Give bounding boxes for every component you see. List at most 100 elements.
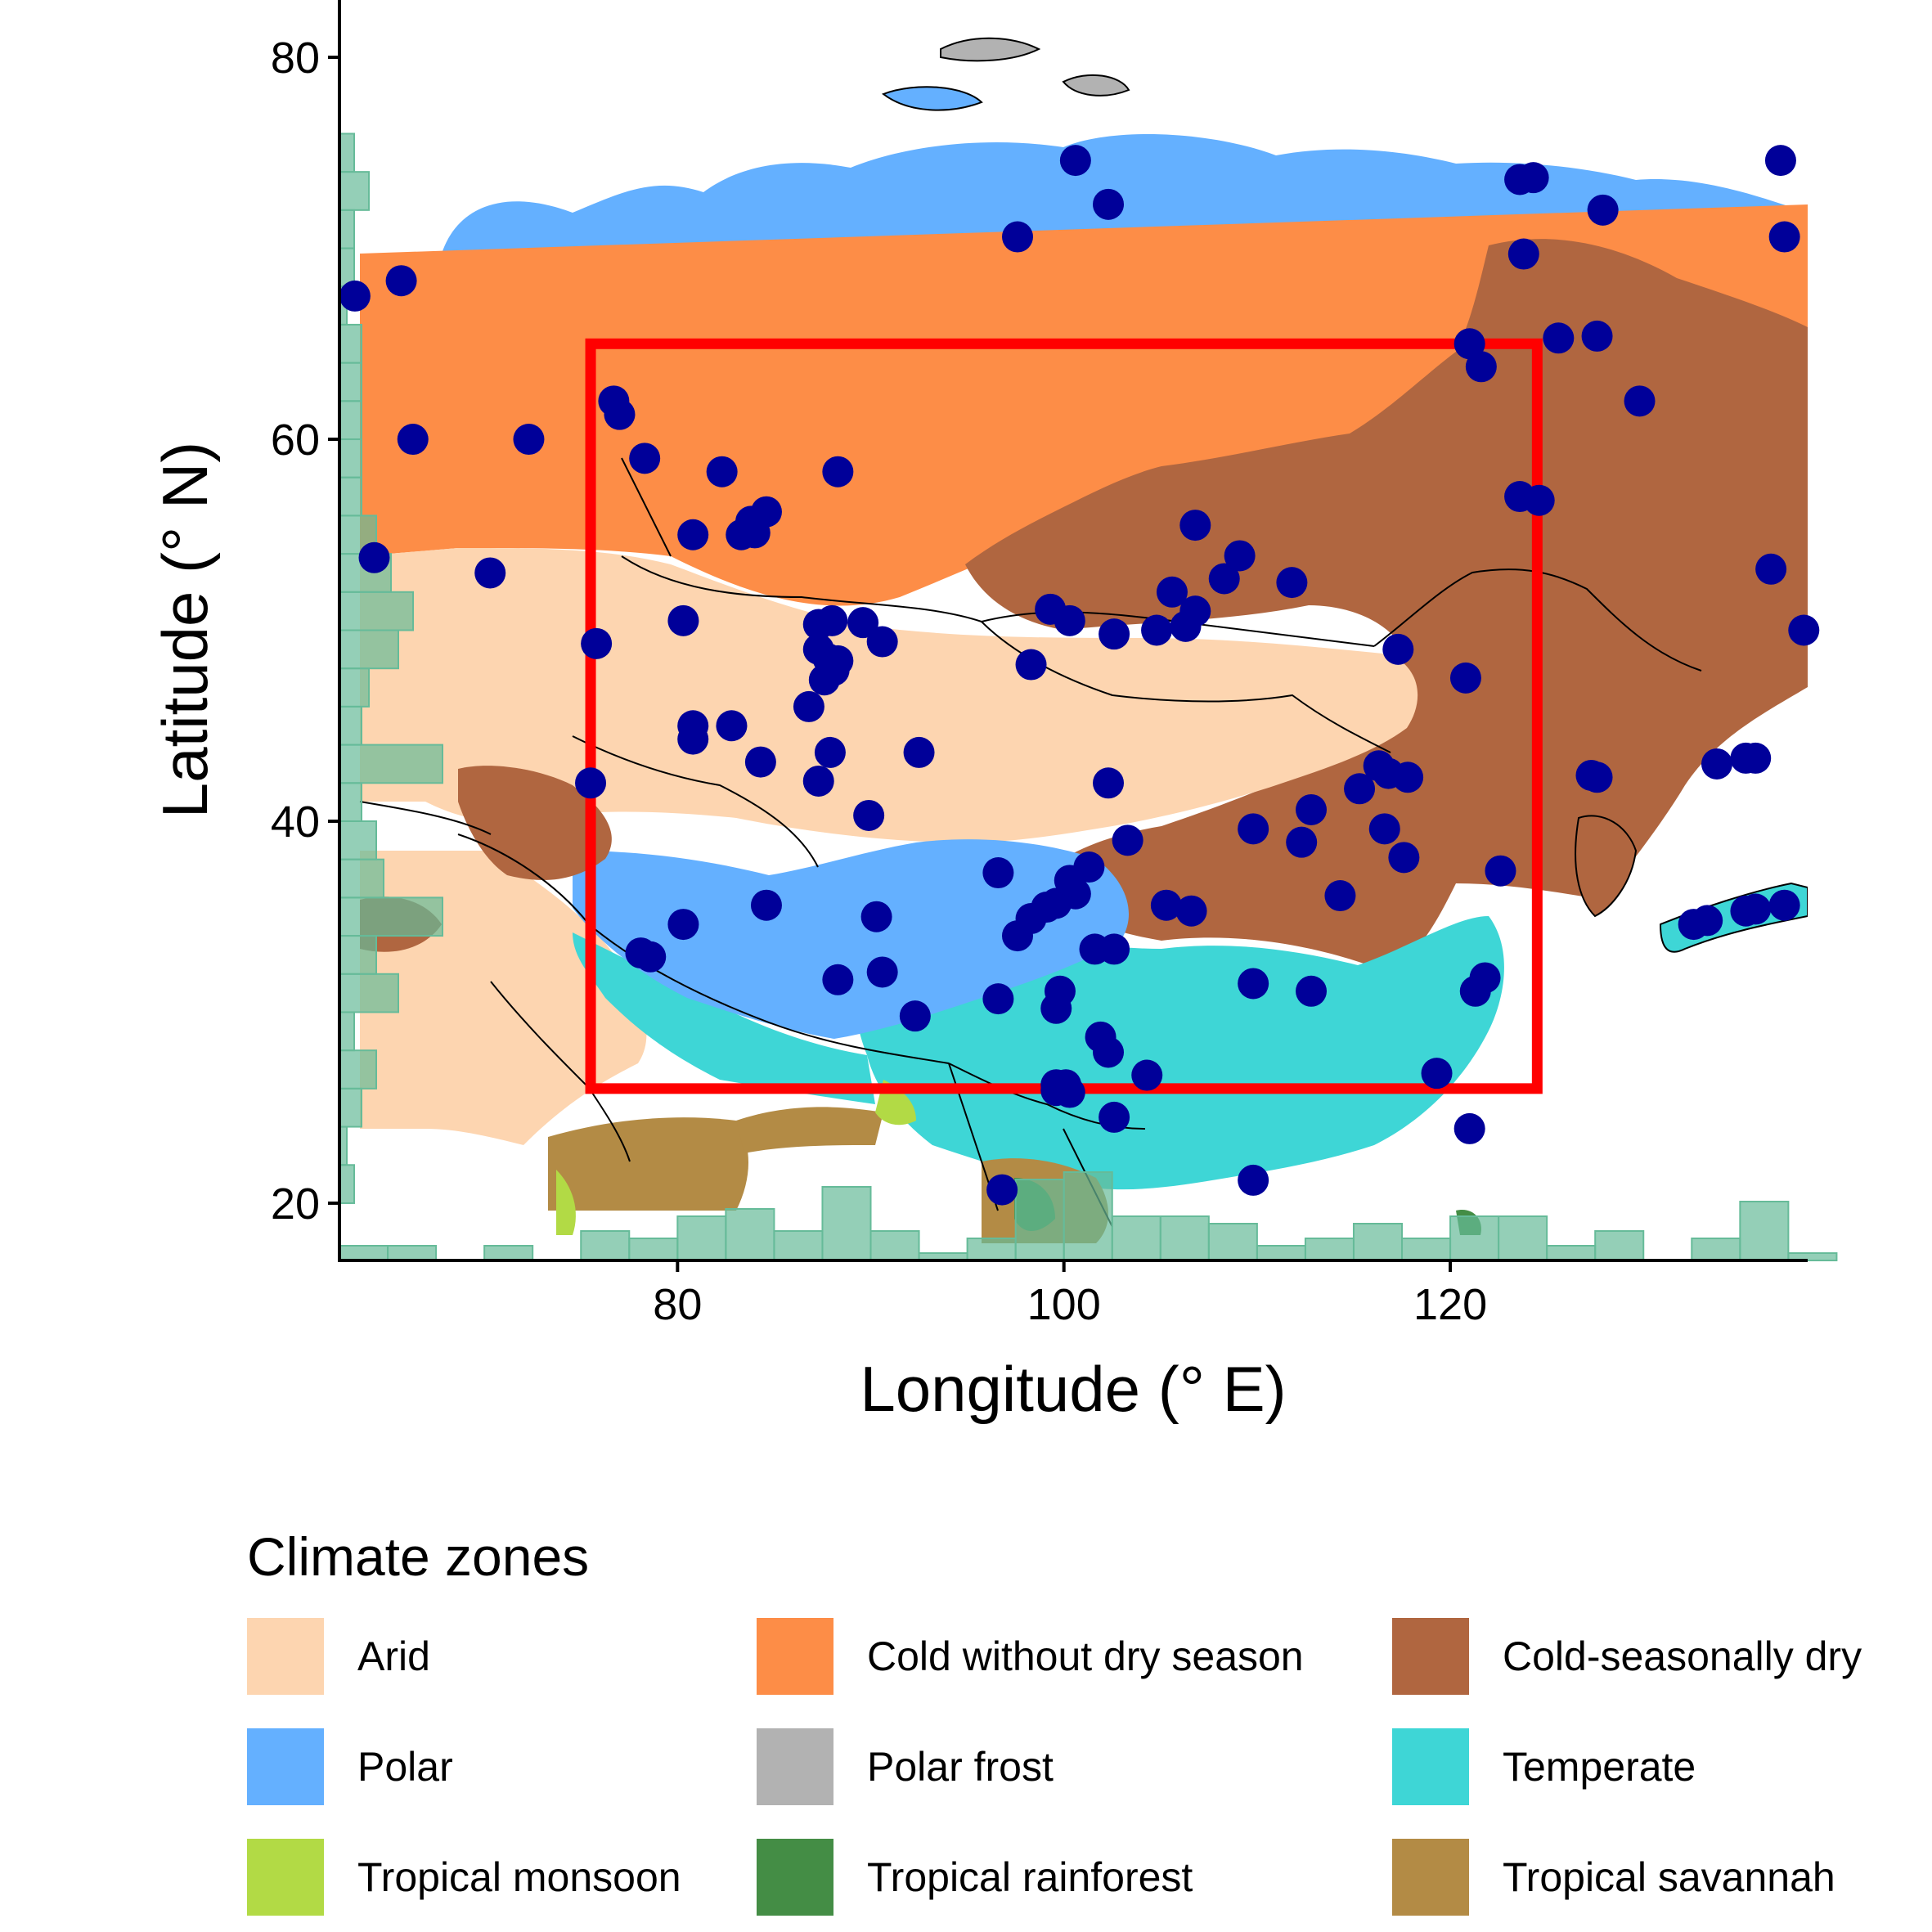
x-axis-title: Longitude (° E) [860, 1353, 1286, 1425]
site-point [1453, 1112, 1485, 1144]
site-point [1044, 975, 1076, 1007]
y-tick-label: 80 [271, 34, 320, 83]
site-point [1131, 1059, 1163, 1091]
latitude-histogram-bar [339, 973, 399, 1013]
longitude-histogram-bar [1739, 1201, 1790, 1261]
site-point [1238, 968, 1269, 1000]
legend-key-swatch [247, 1728, 324, 1805]
legend-key-swatch [247, 1618, 324, 1695]
site-point [667, 909, 699, 941]
zone-polar-island [881, 86, 983, 111]
latitude-histogram-bar [339, 744, 443, 784]
site-point [750, 889, 782, 921]
site-point [1015, 649, 1047, 681]
site-point [1179, 595, 1211, 627]
legend-key-swatch [757, 1839, 833, 1916]
site-point [1208, 563, 1240, 595]
site-point [1093, 1036, 1125, 1068]
site-point [581, 627, 613, 659]
site-point [816, 604, 848, 636]
site-point [986, 1174, 1018, 1206]
longitude-histogram-bar [1063, 1171, 1113, 1261]
site-point [1392, 762, 1424, 793]
longitude-histogram-bar [821, 1186, 872, 1261]
site-point [982, 857, 1014, 889]
y-tick-label: 40 [271, 798, 320, 847]
site-point [1344, 773, 1376, 805]
site-point [677, 723, 709, 755]
site-point [1755, 553, 1787, 585]
site-point [1587, 194, 1619, 226]
longitude-histogram-bar [1014, 1179, 1065, 1261]
site-point [818, 654, 850, 686]
site-point [1002, 221, 1034, 253]
latitude-histogram-bar [339, 935, 377, 975]
legend-key-swatch [247, 1839, 324, 1916]
site-point [1238, 1164, 1269, 1196]
site-point [1523, 484, 1555, 516]
site-point [814, 736, 846, 768]
site-point [793, 690, 824, 722]
latitude-histogram-bar [339, 1011, 355, 1052]
zone-cold-without-dry-season [360, 204, 1808, 606]
longitude-histogram-bar [1401, 1238, 1452, 1261]
legend-key-swatch [757, 1728, 833, 1805]
site-point [1740, 742, 1772, 774]
latitude-histogram-bar [339, 400, 362, 441]
site-point [866, 626, 898, 658]
legend-item-label: Arid [357, 1633, 430, 1679]
site-point [1150, 889, 1182, 921]
longitude-histogram-bar [483, 1245, 534, 1261]
zone-cold-dry-west [458, 766, 612, 880]
legend-item-label: Tropical monsoon [357, 1854, 681, 1900]
site-point [1054, 865, 1085, 896]
site-point [802, 765, 834, 797]
site-point [1368, 813, 1400, 845]
legend-item-label: Temperate [1503, 1744, 1696, 1790]
site-point [1543, 322, 1575, 354]
zone-arid-central [360, 548, 1418, 842]
latitude-histogram-bar [339, 476, 362, 517]
longitude-histogram-bar [1498, 1215, 1548, 1261]
site-point [1485, 855, 1516, 887]
site-point [982, 983, 1014, 1015]
site-point [1449, 662, 1481, 694]
x-tick-label: 100 [1027, 1280, 1101, 1329]
site-point [385, 265, 417, 297]
legend-key-swatch [1392, 1618, 1469, 1695]
site-point [1453, 328, 1485, 360]
site-point [1286, 826, 1318, 858]
site-point [1581, 762, 1613, 793]
longitude-histogram-bar [339, 1245, 389, 1261]
site-point [1175, 895, 1207, 927]
latitude-histogram-bar [339, 438, 362, 479]
site-point [1141, 614, 1173, 646]
latitude-histogram-bar [339, 1087, 362, 1128]
site-point [635, 941, 667, 973]
legend-title: Climate zones [247, 1526, 589, 1587]
zone-cold-dry-korea [1575, 815, 1638, 918]
longitude-histogram-bar [869, 1230, 920, 1261]
site-point [397, 424, 429, 456]
site-point [1324, 880, 1356, 912]
site-point [853, 799, 885, 831]
legend-item-label: Tropical savannah [1503, 1854, 1835, 1900]
longitude-histogram-bar [1546, 1245, 1597, 1261]
site-point [1276, 567, 1308, 599]
site-point [847, 607, 879, 639]
site-point [1581, 320, 1613, 352]
longitude-histogram-bar [1304, 1238, 1355, 1261]
latitude-histogram-bar [339, 782, 362, 822]
site-point [1224, 540, 1256, 572]
site-point [358, 541, 390, 573]
latitude-histogram-bar [339, 247, 355, 288]
site-point [1099, 933, 1130, 965]
site-point [744, 746, 776, 778]
site-point [1099, 1101, 1130, 1133]
legend-item-label: Polar [357, 1744, 453, 1790]
site-point [1093, 767, 1125, 799]
latitude-histogram-bar [339, 858, 384, 899]
longitude-histogram-bar [1787, 1252, 1838, 1261]
legend-item-label: Cold-seasonally dry [1503, 1633, 1862, 1679]
